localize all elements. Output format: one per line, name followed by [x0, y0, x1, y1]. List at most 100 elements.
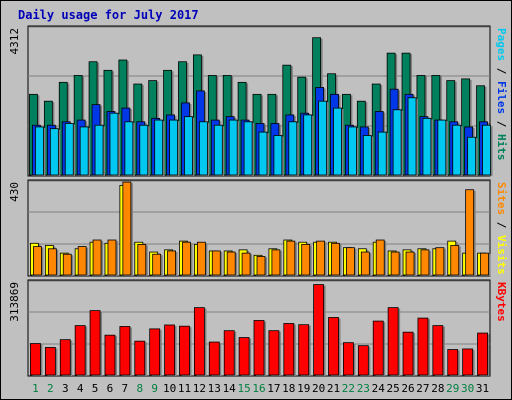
kbytes-bar-day-22 — [343, 342, 354, 376]
x-tick-day-17: 17 — [267, 382, 280, 395]
sites-bar-day-17 — [271, 249, 281, 276]
kbytes-bar-day-19 — [298, 324, 310, 376]
sites-bar-day-9 — [152, 253, 162, 276]
kbytes-bar-day-28 — [432, 325, 444, 376]
kbytes-bar-day-17 — [268, 330, 280, 376]
pages-bar-day-13 — [213, 124, 223, 176]
x-tick-day-8: 8 — [136, 382, 143, 395]
kbytes-bar-day-6 — [104, 334, 116, 376]
x-tick-day-22: 22 — [342, 382, 355, 395]
pages-bar-day-9 — [154, 119, 164, 176]
right-label-part: / — [495, 114, 508, 134]
right-label-part: Sites — [495, 182, 508, 215]
pages-bar-day-18 — [288, 121, 298, 176]
kbytes-bar-day-13 — [208, 341, 220, 376]
x-tick-day-30: 30 — [461, 382, 474, 395]
visits-sites-panel: 430 Sites / Visits — [8, 179, 508, 277]
x-tick-day-3: 3 — [62, 382, 69, 395]
x-tick-day-20: 20 — [312, 382, 325, 395]
kbytes-bar-day-26 — [402, 331, 414, 376]
pages-bar-day-5 — [94, 124, 104, 176]
kbytes-bar-day-30 — [462, 348, 474, 376]
kbytes-bar-day-14 — [223, 330, 235, 376]
x-tick-day-27: 27 — [416, 382, 429, 395]
kbytes-bar-day-3 — [59, 339, 71, 376]
sites-bar-day-6 — [107, 239, 117, 276]
kbytes-bar-day-20 — [313, 284, 325, 376]
x-tick-day-21: 21 — [327, 382, 340, 395]
kbytes-bar-day-16 — [253, 320, 265, 376]
sites-bar-day-30 — [465, 189, 475, 276]
sites-bar-day-31 — [480, 252, 489, 276]
pages-bar-day-23 — [362, 135, 372, 176]
pages-bar-day-6 — [109, 112, 119, 176]
pages-bar-day-12 — [198, 121, 208, 176]
sites-bar-day-23 — [360, 251, 370, 276]
x-tick-day-6: 6 — [107, 382, 114, 395]
x-tick-day-4: 4 — [77, 382, 84, 395]
sites-bar-day-19 — [301, 243, 311, 276]
sites-bar-day-10 — [167, 250, 176, 276]
right-label-part: Pages — [495, 28, 508, 61]
sites-bar-day-22 — [346, 247, 355, 276]
sites-bar-day-4 — [77, 246, 87, 276]
x-tick-day-9: 9 — [151, 382, 158, 395]
kbytes-bar-day-9 — [149, 328, 161, 376]
kbytes-bar-day-12 — [193, 307, 205, 376]
x-tick-day-2: 2 — [47, 382, 54, 395]
sites-bar-day-25 — [390, 251, 400, 276]
kbytes-bar-day-4 — [74, 325, 86, 376]
x-tick-day-14: 14 — [223, 382, 237, 395]
kbytes-bar-day-15 — [238, 337, 250, 376]
x-tick-day-13: 13 — [208, 382, 221, 395]
hits-files-pages-right-label: Pages / Files / Hits — [495, 28, 508, 161]
sites-bar-day-20 — [316, 240, 326, 276]
sites-bar-day-24 — [375, 239, 385, 276]
sites-bar-day-1 — [33, 246, 42, 276]
pages-bar-day-20 — [318, 100, 328, 176]
sites-bar-day-7 — [122, 181, 132, 276]
sites-bar-day-21 — [331, 242, 340, 276]
pages-bar-day-16 — [258, 131, 268, 176]
pages-bar-day-29 — [452, 124, 462, 176]
x-tick-day-15: 15 — [237, 382, 250, 395]
pages-bar-day-17 — [273, 135, 283, 176]
sites-bar-day-8 — [137, 243, 147, 276]
kbytes-bar-day-2 — [44, 347, 56, 376]
sites-bar-day-15 — [241, 252, 251, 276]
pages-bar-day-27 — [422, 117, 432, 176]
right-label-part: Visits — [495, 235, 508, 275]
right-label-part: / — [495, 61, 508, 81]
pages-bar-day-14 — [228, 119, 238, 176]
sites-bar-day-3 — [62, 253, 72, 276]
sites-bar-day-13 — [211, 250, 221, 276]
kbytes-bar-day-1 — [30, 343, 41, 376]
x-tick-day-5: 5 — [92, 382, 99, 395]
x-tick-day-26: 26 — [401, 382, 414, 395]
pages-bar-day-11 — [184, 116, 193, 176]
pages-bar-day-31 — [482, 124, 491, 176]
kbytes-bar-day-10 — [164, 324, 175, 376]
pages-bar-day-26 — [407, 97, 417, 176]
kbytes-bar-day-27 — [417, 317, 429, 376]
x-tick-day-19: 19 — [297, 382, 310, 395]
kbytes-bar-day-25 — [387, 307, 399, 376]
kbytes-ytick-label: 313869 — [8, 282, 21, 322]
kbytes-bar-day-24 — [372, 320, 384, 376]
kbytes-panel: 313869 KBytes — [8, 279, 508, 377]
pages-bar-day-4 — [79, 126, 89, 176]
kbytes-right-label: KBytes — [495, 282, 508, 322]
x-tick-day-16: 16 — [252, 382, 265, 395]
pages-bar-day-8 — [139, 124, 149, 176]
sites-bar-day-11 — [182, 241, 191, 276]
kbytes-bar-day-23 — [357, 345, 369, 376]
pages-bar-day-25 — [392, 109, 402, 176]
x-tick-day-25: 25 — [387, 382, 400, 395]
page-title: Daily usage for July 2017 — [18, 8, 199, 22]
kbytes-bar-day-7 — [119, 326, 131, 376]
sites-bar-day-5 — [92, 239, 102, 276]
x-tick-day-10: 10 — [163, 382, 176, 395]
pages-bar-day-3 — [64, 123, 74, 176]
x-tick-day-23: 23 — [357, 382, 370, 395]
kbytes-bar-day-8 — [134, 340, 146, 376]
